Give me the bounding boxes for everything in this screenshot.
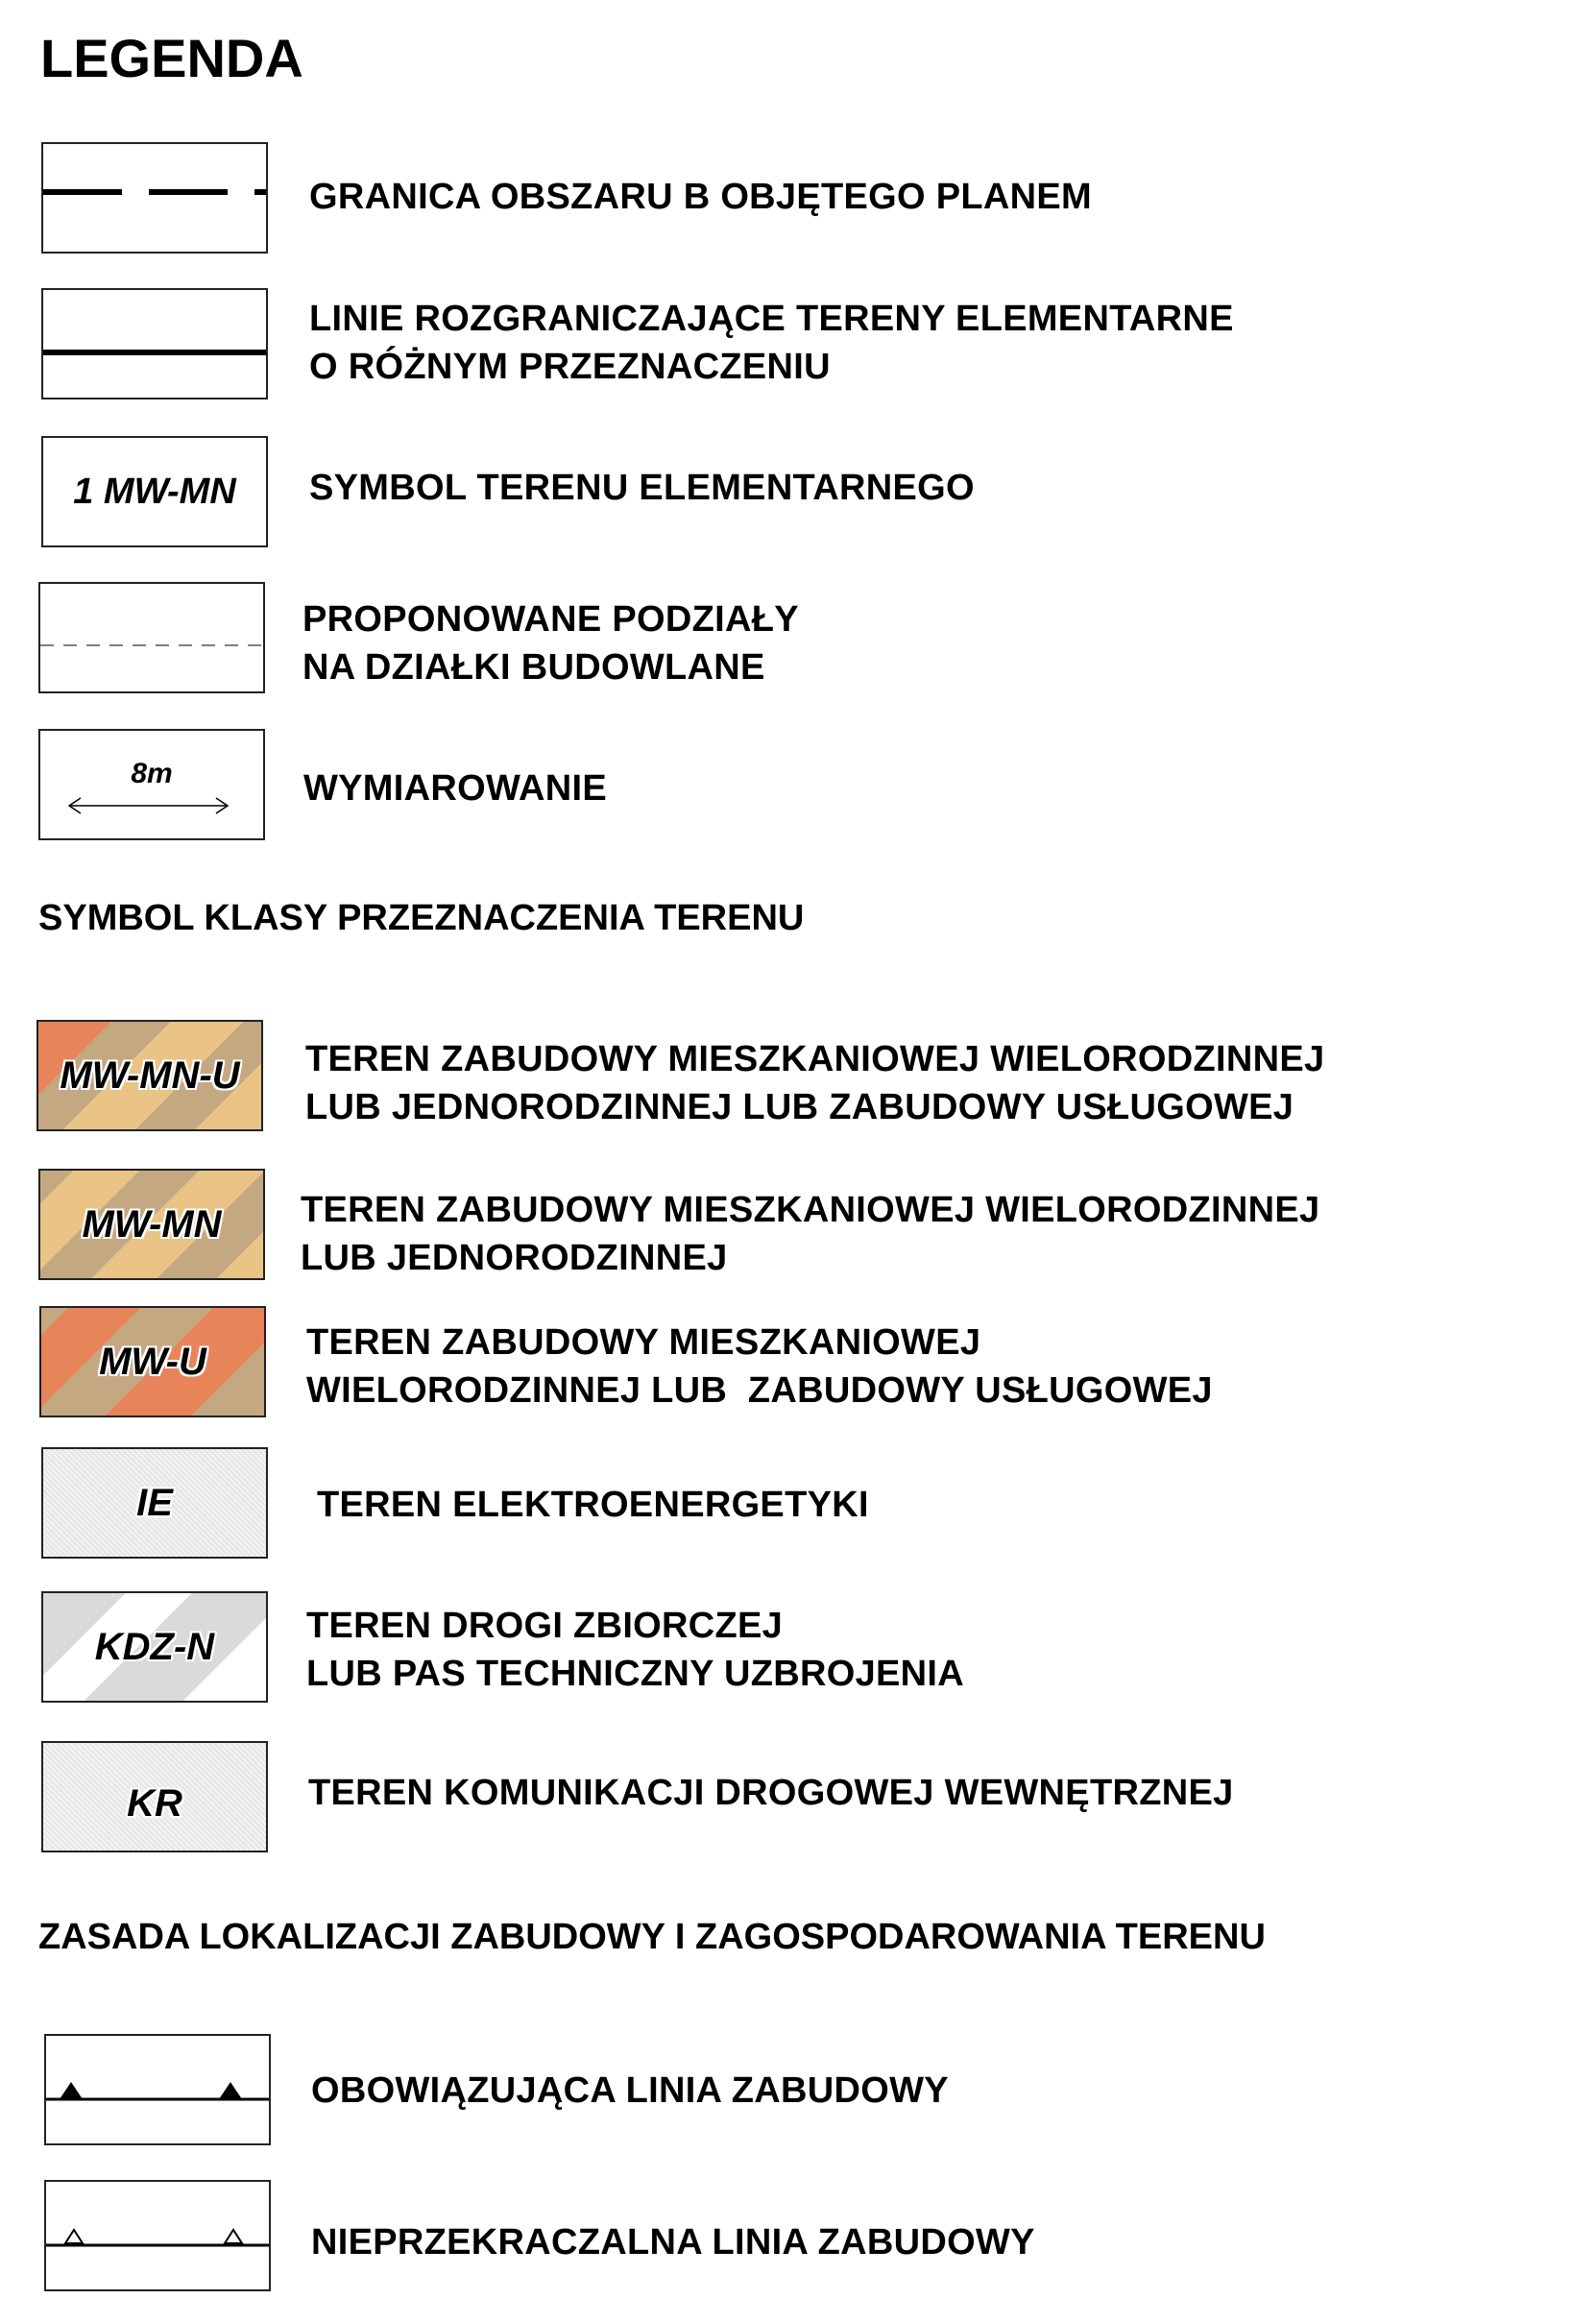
class-label: TEREN ZABUDOWY MIESZKANIOWEJ WIELORODZIN… (301, 1190, 1320, 1278)
swatch-mw-u: MW-U (39, 1306, 266, 1417)
filled-triangle-line-icon (44, 2034, 271, 2145)
class-symbol: KR (127, 1781, 182, 1825)
symbol-sample: 1 MW-MN (41, 436, 268, 547)
class-symbol: MW-MN (82, 1202, 222, 1246)
legend-label: WYMIAROWANIE (303, 768, 608, 809)
dashed-boundary-line-icon (41, 142, 268, 254)
legend-label: SYMBOL TERENU ELEMENTARNEGO (309, 468, 975, 508)
class-label: TEREN KOMUNIKACJI DROGOWEJ WEWNĘTRZNEJ (308, 1773, 1234, 1813)
class-label: TEREN ELEKTROENERGETYKI (317, 1485, 869, 1525)
solid-line-icon (41, 288, 268, 399)
legend-label: GRANICA OBSZARU B OBJĘTEGO PLANEM (309, 177, 1092, 217)
swatch-kdz-n: KDZ-N (41, 1591, 268, 1703)
legend-label: LINIE ROZGRANICZAJĄCE TERENY ELEMENTARNE… (309, 299, 1234, 387)
rule-label: NIEPRZEKRACZALNA LINIA ZABUDOWY (311, 2222, 1035, 2263)
class-symbol: KDZ-N (94, 1625, 215, 1668)
symbol-text: 1 MW-MN (73, 471, 236, 512)
dimension-arrow-icon: 8m (38, 729, 265, 840)
swatch-mw-mn-u: MW-MN-U (36, 1020, 263, 1131)
class-label: TEREN ZABUDOWY MIESZKANIOWEJ WIELORODZIN… (305, 1039, 1325, 1127)
class-symbol: MW-U (99, 1340, 206, 1383)
dimension-text: 8m (131, 758, 173, 789)
class-symbol: MW-MN-U (60, 1053, 240, 1097)
class-label: TEREN DROGI ZBIORCZEJ LUB PAS TECHNICZNY… (306, 1606, 964, 1694)
class-symbol: IE (136, 1481, 173, 1524)
section-heading-rules: ZASADA LOKALIZACJI ZABUDOWY I ZAGOSPODAR… (38, 1917, 1266, 1957)
section-heading-classes: SYMBOL KLASY PRZEZNACZENIA TERENU (38, 898, 805, 938)
swatch-mw-mn: MW-MN (38, 1169, 265, 1280)
class-label: TEREN ZABUDOWY MIESZKANIOWEJ WIELORODZIN… (306, 1322, 1213, 1411)
rule-label: OBOWIĄZUJĄCA LINIA ZABUDOWY (311, 2070, 949, 2111)
legend-title: LEGENDA (40, 28, 303, 88)
open-triangle-line-icon (44, 2180, 271, 2291)
swatch-kr: KR (41, 1741, 268, 1852)
legend-label: PROPONOWANE PODZIAŁY NA DZIAŁKI BUDOWLAN… (302, 599, 799, 688)
swatch-ie: IE (41, 1447, 268, 1559)
thin-dashed-line-icon (38, 582, 265, 693)
